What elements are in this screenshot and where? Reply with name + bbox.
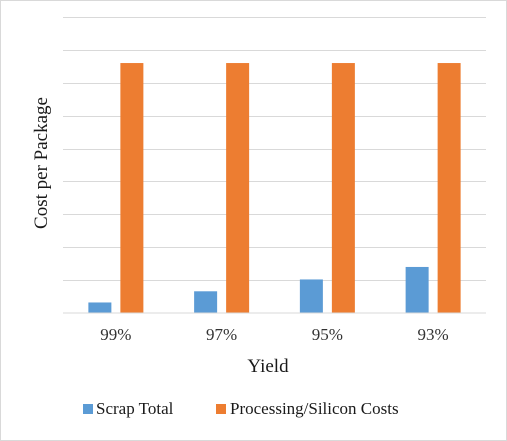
bar-scrap-total	[405, 266, 429, 313]
legend: Scrap Total Processing/Silicon Costs	[83, 399, 399, 418]
legend-label: Scrap Total	[96, 399, 174, 418]
bars	[88, 63, 461, 313]
x-tick-label: 93%	[418, 325, 449, 344]
y-axis-title: Cost per Package	[31, 97, 52, 229]
x-axis-title: Yield	[247, 356, 289, 377]
legend-label: Processing/Silicon Costs	[230, 399, 399, 418]
x-tick-label: 95%	[312, 325, 343, 344]
bar-processing-silicon-costs	[120, 63, 144, 313]
x-tick-label: 97%	[206, 325, 237, 344]
legend-swatch	[216, 404, 226, 414]
bar-processing-silicon-costs	[437, 63, 461, 313]
bar-scrap-total	[88, 302, 112, 313]
bar-processing-silicon-costs	[226, 63, 250, 313]
bar-scrap-total	[194, 291, 218, 313]
x-tick-labels: 99% 97% 95% 93%	[100, 325, 448, 344]
bar-scrap-total	[299, 279, 323, 313]
legend-swatch	[83, 404, 93, 414]
x-tick-label: 99%	[100, 325, 131, 344]
bar-processing-silicon-costs	[331, 63, 355, 313]
